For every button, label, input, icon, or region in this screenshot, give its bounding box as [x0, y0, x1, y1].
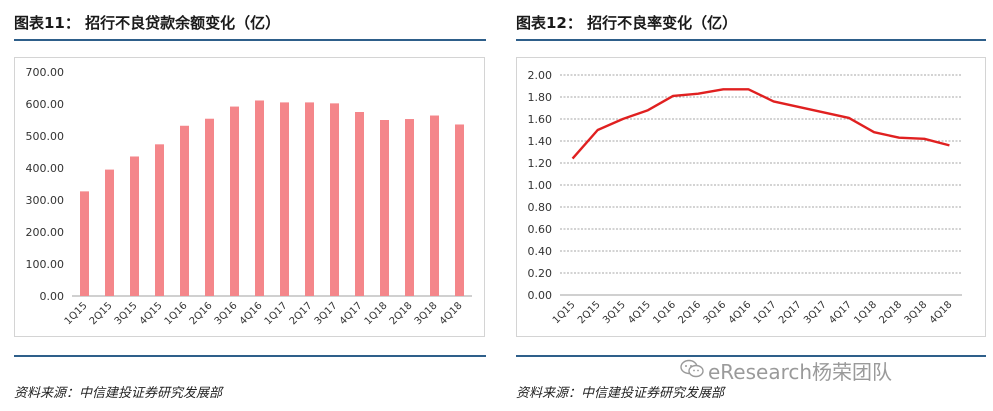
x-tick-label: 4Q15	[138, 300, 165, 327]
x-tick-label: 1Q17	[263, 300, 290, 327]
x-tick-label: 1Q15	[63, 300, 90, 327]
y-tick-label: 1.40	[528, 135, 553, 148]
x-tick-label: 3Q18	[903, 299, 930, 326]
x-tick-label: 4Q18	[438, 300, 465, 327]
y-tick-label: 200.00	[26, 226, 65, 239]
x-tick-label: 4Q16	[238, 300, 265, 327]
x-tick-label: 4Q16	[727, 299, 754, 326]
y-tick-label: 0.20	[528, 267, 553, 280]
x-tick-label: 1Q16	[163, 300, 190, 327]
x-tick-label: 4Q17	[827, 299, 854, 326]
bar	[305, 102, 314, 297]
bar	[380, 120, 389, 296]
bar	[130, 156, 139, 296]
x-tick-label: 3Q17	[313, 300, 340, 327]
bar-chart: 0.00 100.00 200.00 300.00 400.00 500.00 600.00…	[26, 66, 472, 327]
line-chart-frame	[516, 57, 986, 337]
x-tick-label: 2Q16	[676, 299, 703, 326]
bar-chart-frame	[14, 57, 485, 337]
x-tick-label: 3Q17	[802, 299, 829, 326]
y-tick-label: 1.60	[528, 113, 553, 126]
x-tick-label: 3Q15	[601, 299, 628, 326]
y-tick-label: 400.00	[26, 162, 65, 175]
y-tick-label: 1.20	[528, 157, 553, 170]
series-line	[571, 88, 950, 160]
y-tick-label: 1.00	[528, 179, 553, 192]
x-tick-label: 1Q18	[363, 300, 390, 327]
bar	[405, 119, 414, 296]
x-tick-label: 4Q17	[338, 300, 365, 327]
bar	[230, 106, 239, 296]
bar	[430, 115, 439, 296]
line-chart: 0.00 0.20 0.40 0.60 0.80 1.00 1.20 1.40 1.60 1.80…	[528, 69, 962, 326]
title-rule-left	[14, 39, 486, 41]
y-tick-label: 0.80	[528, 201, 553, 214]
bar-chart-title: 图表11： 招行不良贷款余额变化（亿）	[14, 14, 281, 32]
y-tick-label: 0.60	[528, 223, 553, 236]
footer-rule-right	[516, 355, 986, 357]
footer-rule-left	[14, 355, 486, 357]
y-tick-label: 500.00	[26, 130, 65, 143]
x-tick-label: 2Q16	[188, 300, 215, 327]
wechat-icon	[680, 358, 704, 380]
y-tick-label: 1.80	[528, 91, 553, 104]
bar	[155, 144, 164, 296]
y-tick-label: 100.00	[26, 258, 65, 271]
y-tick-label: 2.00	[528, 69, 553, 82]
bar	[280, 102, 289, 297]
bar	[180, 125, 189, 296]
y-tick-label: 0.00	[528, 289, 553, 302]
x-tick-label: 1Q17	[752, 299, 779, 326]
x-tick-label: 4Q15	[626, 299, 653, 326]
x-tick-label: 2Q17	[288, 300, 315, 327]
x-tick-label: 3Q15	[113, 300, 140, 327]
y-tick-label: 600.00	[26, 98, 65, 111]
bar	[105, 169, 114, 296]
bar	[330, 103, 339, 296]
x-tick-label: 2Q18	[877, 299, 904, 326]
title-rule-right	[516, 39, 986, 41]
x-tick-label: 2Q17	[777, 299, 804, 326]
source-note-left: 资料来源：中信建投证券研究发展部	[14, 386, 223, 401]
source-note-right: 资料来源：中信建投证券研究发展部	[516, 386, 725, 401]
bar	[80, 191, 89, 296]
y-tick-label: 300.00	[26, 194, 65, 207]
x-tick-label: 1Q15	[551, 299, 578, 326]
x-tick-label: 2Q18	[388, 300, 415, 327]
x-tick-label: 1Q18	[852, 299, 879, 326]
watermark-text: eResearch杨荣团队	[708, 360, 893, 384]
x-tick-label: 1Q16	[651, 299, 678, 326]
bar	[455, 124, 464, 296]
y-tick-label: 0.00	[40, 290, 65, 303]
x-tick-label: 3Q16	[702, 299, 729, 326]
x-tick-label: 3Q18	[413, 300, 440, 327]
x-tick-label: 3Q16	[213, 300, 240, 327]
line-chart-title: 图表12： 招行不良率变化（亿）	[516, 14, 738, 32]
x-tick-label: 4Q18	[928, 299, 955, 326]
y-tick-label: 0.40	[528, 245, 553, 258]
y-tick-label: 700.00	[26, 66, 65, 79]
bar	[255, 100, 264, 296]
bar	[355, 112, 364, 296]
x-tick-label: 2Q15	[576, 299, 603, 326]
x-tick-label: 2Q15	[88, 300, 115, 327]
bar	[205, 118, 214, 296]
